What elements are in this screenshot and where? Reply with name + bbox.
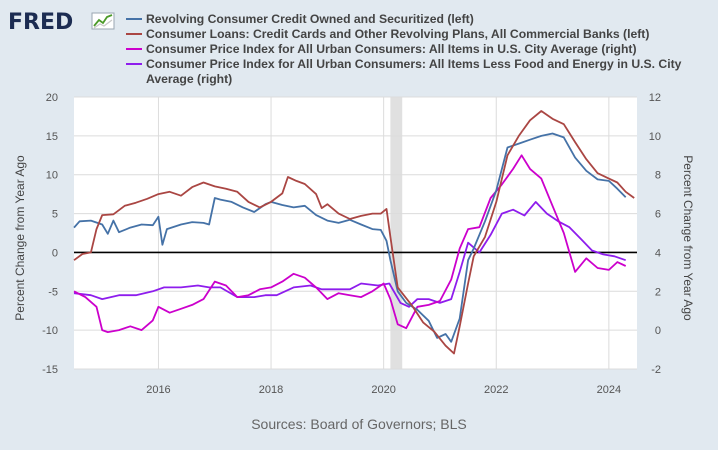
right-tick-label: 12 [649,92,661,104]
left-tick-label: -15 [42,364,58,376]
left-tick-label: 10 [46,170,58,182]
series-line-1 [73,110,635,355]
legend-label: Revolving Consumer Credit Owned and Secu… [146,12,474,26]
series-lines [73,110,635,355]
legend-label: Consumer Loans: Credit Cards and Other R… [146,27,650,41]
left-tick-label: 5 [52,209,58,221]
right-tick-label: 2 [655,286,661,298]
right-tick-label: 8 [655,170,661,182]
legend-swatch-cpi-core [126,63,142,65]
series-line-3 [73,200,626,308]
chart-legend: Revolving Consumer Credit Owned and Secu… [124,12,704,87]
left-tick-label: -10 [42,325,58,337]
x-tick-label: 2024 [597,384,621,396]
left-tick-label: -5 [48,286,58,298]
right-tick-label: 0 [655,325,661,337]
grid-lines [74,96,637,370]
left-axis-title: Percent Change from Year Ago [13,155,27,321]
x-tick-label: 2018 [259,384,283,396]
left-tick-label: 15 [46,131,58,143]
legend-swatch-revolving [126,18,142,20]
plot-background [74,97,637,369]
right-tick-label: 10 [649,131,661,143]
legend-item-cpi-core[interactable]: Consumer Price Index for All Urban Consu… [124,57,704,87]
right-axis-title: Percent Change from Year Ago [681,155,695,321]
source-note: Sources: Board of Governors; BLS [251,416,467,432]
legend-label: Consumer Price Index for All Urban Consu… [146,57,682,86]
recession-shading [390,97,403,369]
fred-logo: FRED [8,10,115,35]
right-tick-label: 4 [655,247,661,259]
right-axis-ticks: 12 10 8 6 4 2 0 -2 [649,92,661,376]
legend-item-cpi-all[interactable]: Consumer Price Index for All Urban Consu… [124,42,704,57]
x-tick-label: 2020 [371,384,395,396]
legend-swatch-cpi-all [126,48,142,50]
legend-item-credit-cards[interactable]: Consumer Loans: Credit Cards and Other R… [124,27,704,42]
x-axis-ticks: 2016 2018 2020 2022 2024 [146,384,621,396]
legend-label: Consumer Price Index for All Urban Consu… [146,42,637,56]
x-tick-label: 2016 [146,384,170,396]
right-tick-label: -2 [651,364,661,376]
recession-shading-group [390,97,403,369]
left-tick-label: 20 [46,92,58,104]
left-axis-ticks: 20 15 10 5 0 -5 -10 -15 [42,92,58,376]
series-line-0 [73,132,627,343]
series-line-2 [73,154,627,334]
left-tick-label: 0 [52,247,58,259]
fred-logo-chart-icon [91,12,115,30]
fred-logo-text: FRED [8,10,73,35]
legend-item-revolving[interactable]: Revolving Consumer Credit Owned and Secu… [124,12,704,27]
legend-swatch-credit-cards [126,33,142,35]
x-tick-label: 2022 [484,384,508,396]
right-tick-label: 6 [655,209,661,221]
